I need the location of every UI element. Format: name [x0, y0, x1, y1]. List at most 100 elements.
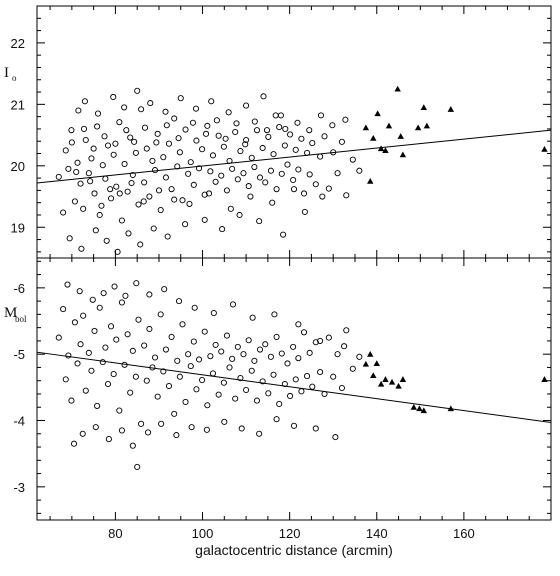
- data-point-circle: [85, 170, 92, 177]
- data-point-circle: [243, 136, 250, 144]
- data-point-circle: [146, 291, 153, 298]
- data-point-circle: [176, 149, 183, 156]
- data-point-circle: [251, 118, 258, 125]
- data-point-circle: [212, 178, 219, 185]
- data-point-triangle: [447, 106, 455, 112]
- data-point-circle: [135, 201, 142, 208]
- data-point-circle: [116, 407, 123, 414]
- data-point-triangle: [395, 382, 402, 389]
- data-point-circle: [175, 298, 183, 305]
- data-point-circle: [195, 165, 203, 172]
- data-point-circle: [80, 125, 88, 132]
- data-point-circle: [295, 166, 302, 173]
- data-point-circle: [292, 376, 299, 383]
- data-point-triangle: [382, 147, 389, 153]
- x-tick-label: 140: [366, 526, 388, 541]
- data-point-circle: [342, 116, 349, 123]
- data-point-circle: [284, 161, 291, 168]
- data-point-circle: [68, 127, 75, 134]
- data-point-circle: [90, 145, 97, 152]
- data-point-circle: [298, 135, 305, 142]
- x-axis-title: galactocentric distance (arcmin): [195, 542, 393, 558]
- data-point-circle: [207, 168, 214, 175]
- top-fit-line: [36, 129, 552, 184]
- data-point-circle: [192, 105, 200, 112]
- data-point-circle: [175, 135, 182, 142]
- data-point-circle: [162, 174, 169, 181]
- data-point-circle: [176, 373, 183, 380]
- data-point-circle: [248, 154, 255, 161]
- bottom-panel-frame: [36, 257, 552, 521]
- data-point-circle: [287, 392, 294, 400]
- data-point-circle: [168, 186, 175, 193]
- data-point-circle: [312, 425, 319, 432]
- y-tick-label: -4: [13, 414, 25, 429]
- data-point-circle: [329, 122, 336, 129]
- top-panel-y-tick-labels: 19 20 21 22: [11, 36, 25, 235]
- data-point-circle: [113, 336, 120, 343]
- data-point-circle: [171, 115, 178, 122]
- data-point-circle: [317, 369, 324, 376]
- data-point-circle: [321, 133, 328, 140]
- data-point-circle: [334, 351, 341, 358]
- top-y-axis-label: I: [4, 65, 9, 81]
- data-point-circle: [281, 142, 288, 149]
- data-point-circle: [132, 149, 139, 156]
- data-point-circle: [76, 288, 83, 295]
- y-tick-label: 21: [11, 97, 25, 112]
- data-point-circle: [141, 124, 149, 131]
- data-point-circle: [253, 127, 261, 134]
- data-point-circle: [256, 430, 263, 437]
- data-point-circle: [158, 420, 165, 427]
- data-point-circle: [65, 165, 72, 172]
- data-point-circle: [132, 373, 139, 380]
- data-point-circle: [317, 112, 325, 119]
- data-point-circle: [204, 402, 211, 409]
- data-point-circle: [201, 191, 208, 198]
- data-point-circle: [259, 144, 266, 152]
- x-tick-label: 80: [108, 526, 122, 541]
- data-point-circle: [229, 355, 236, 362]
- data-point-circle: [290, 176, 297, 183]
- data-point-circle: [168, 333, 175, 340]
- data-point-circle: [101, 133, 108, 140]
- data-point-triangle: [374, 110, 381, 117]
- data-point-circle: [75, 107, 82, 114]
- data-point-circle: [343, 192, 350, 199]
- data-point-circle: [100, 290, 107, 297]
- data-point-circle: [151, 354, 159, 361]
- data-point-circle: [263, 127, 271, 134]
- data-point-circle: [232, 395, 239, 402]
- data-point-circle: [70, 440, 78, 447]
- data-point-circle: [110, 93, 117, 101]
- x-tick-label: 160: [453, 526, 475, 541]
- data-point-circle: [81, 98, 88, 105]
- data-point-triangle: [362, 124, 370, 131]
- data-point-circle: [248, 367, 255, 374]
- data-point-circle: [108, 323, 115, 330]
- data-point-circle: [251, 357, 258, 364]
- data-point-triangle: [373, 360, 380, 367]
- data-point-circle: [134, 463, 141, 470]
- data-point-circle: [273, 333, 280, 340]
- data-point-circle: [330, 373, 337, 380]
- data-point-circle: [182, 221, 189, 228]
- bottom-panel-y-tick-labels: -6 -5 -4 -3: [13, 281, 25, 495]
- data-point-circle: [147, 100, 154, 107]
- data-point-circle: [290, 422, 298, 429]
- data-point-circle: [356, 353, 363, 360]
- data-point-circle: [154, 393, 161, 400]
- data-point-circle: [325, 334, 332, 341]
- data-point-circle: [133, 280, 140, 287]
- data-point-circle: [206, 190, 213, 197]
- data-point-circle: [295, 321, 302, 328]
- data-point-circle: [247, 193, 254, 200]
- data-point-circle: [262, 341, 269, 348]
- data-point-circle: [92, 424, 99, 431]
- data-point-circle: [143, 377, 150, 384]
- data-point-circle: [272, 112, 279, 119]
- data-point-circle: [161, 286, 168, 293]
- data-point-circle: [55, 334, 62, 341]
- data-point-triangle: [414, 124, 422, 131]
- data-point-circle: [88, 367, 95, 374]
